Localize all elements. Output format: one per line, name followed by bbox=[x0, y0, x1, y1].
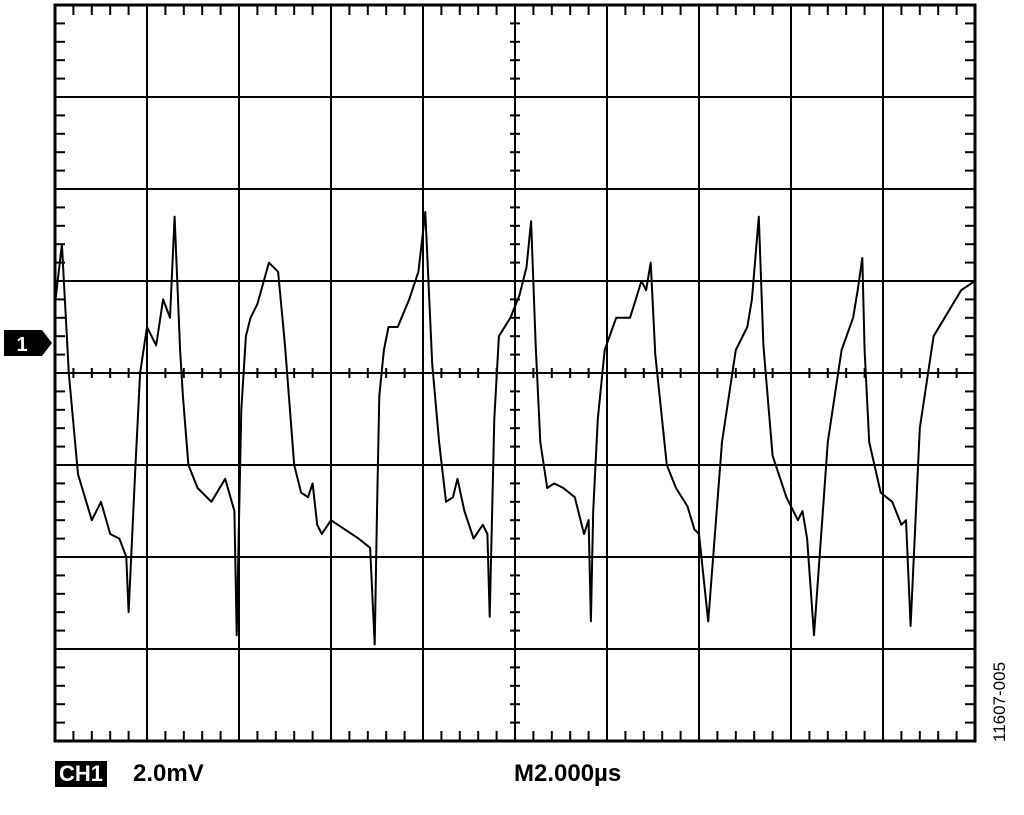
graticule-ticks bbox=[55, 5, 975, 741]
graticule-grid bbox=[53, 3, 977, 743]
signal-trace bbox=[54, 211, 976, 646]
figure-id: 11607-005 bbox=[990, 661, 1009, 742]
volts-per-division: 2.0mV bbox=[133, 760, 204, 787]
channel-badge: CH1 bbox=[55, 761, 108, 787]
channel-1-marker: 1 bbox=[4, 330, 52, 356]
channel-1-marker-label: 1 bbox=[16, 334, 27, 356]
time-per-division: M2.000µs bbox=[514, 760, 622, 787]
channel-1-marker-shape bbox=[4, 330, 52, 356]
figure-id-container: 11607-005 bbox=[990, 662, 1010, 762]
